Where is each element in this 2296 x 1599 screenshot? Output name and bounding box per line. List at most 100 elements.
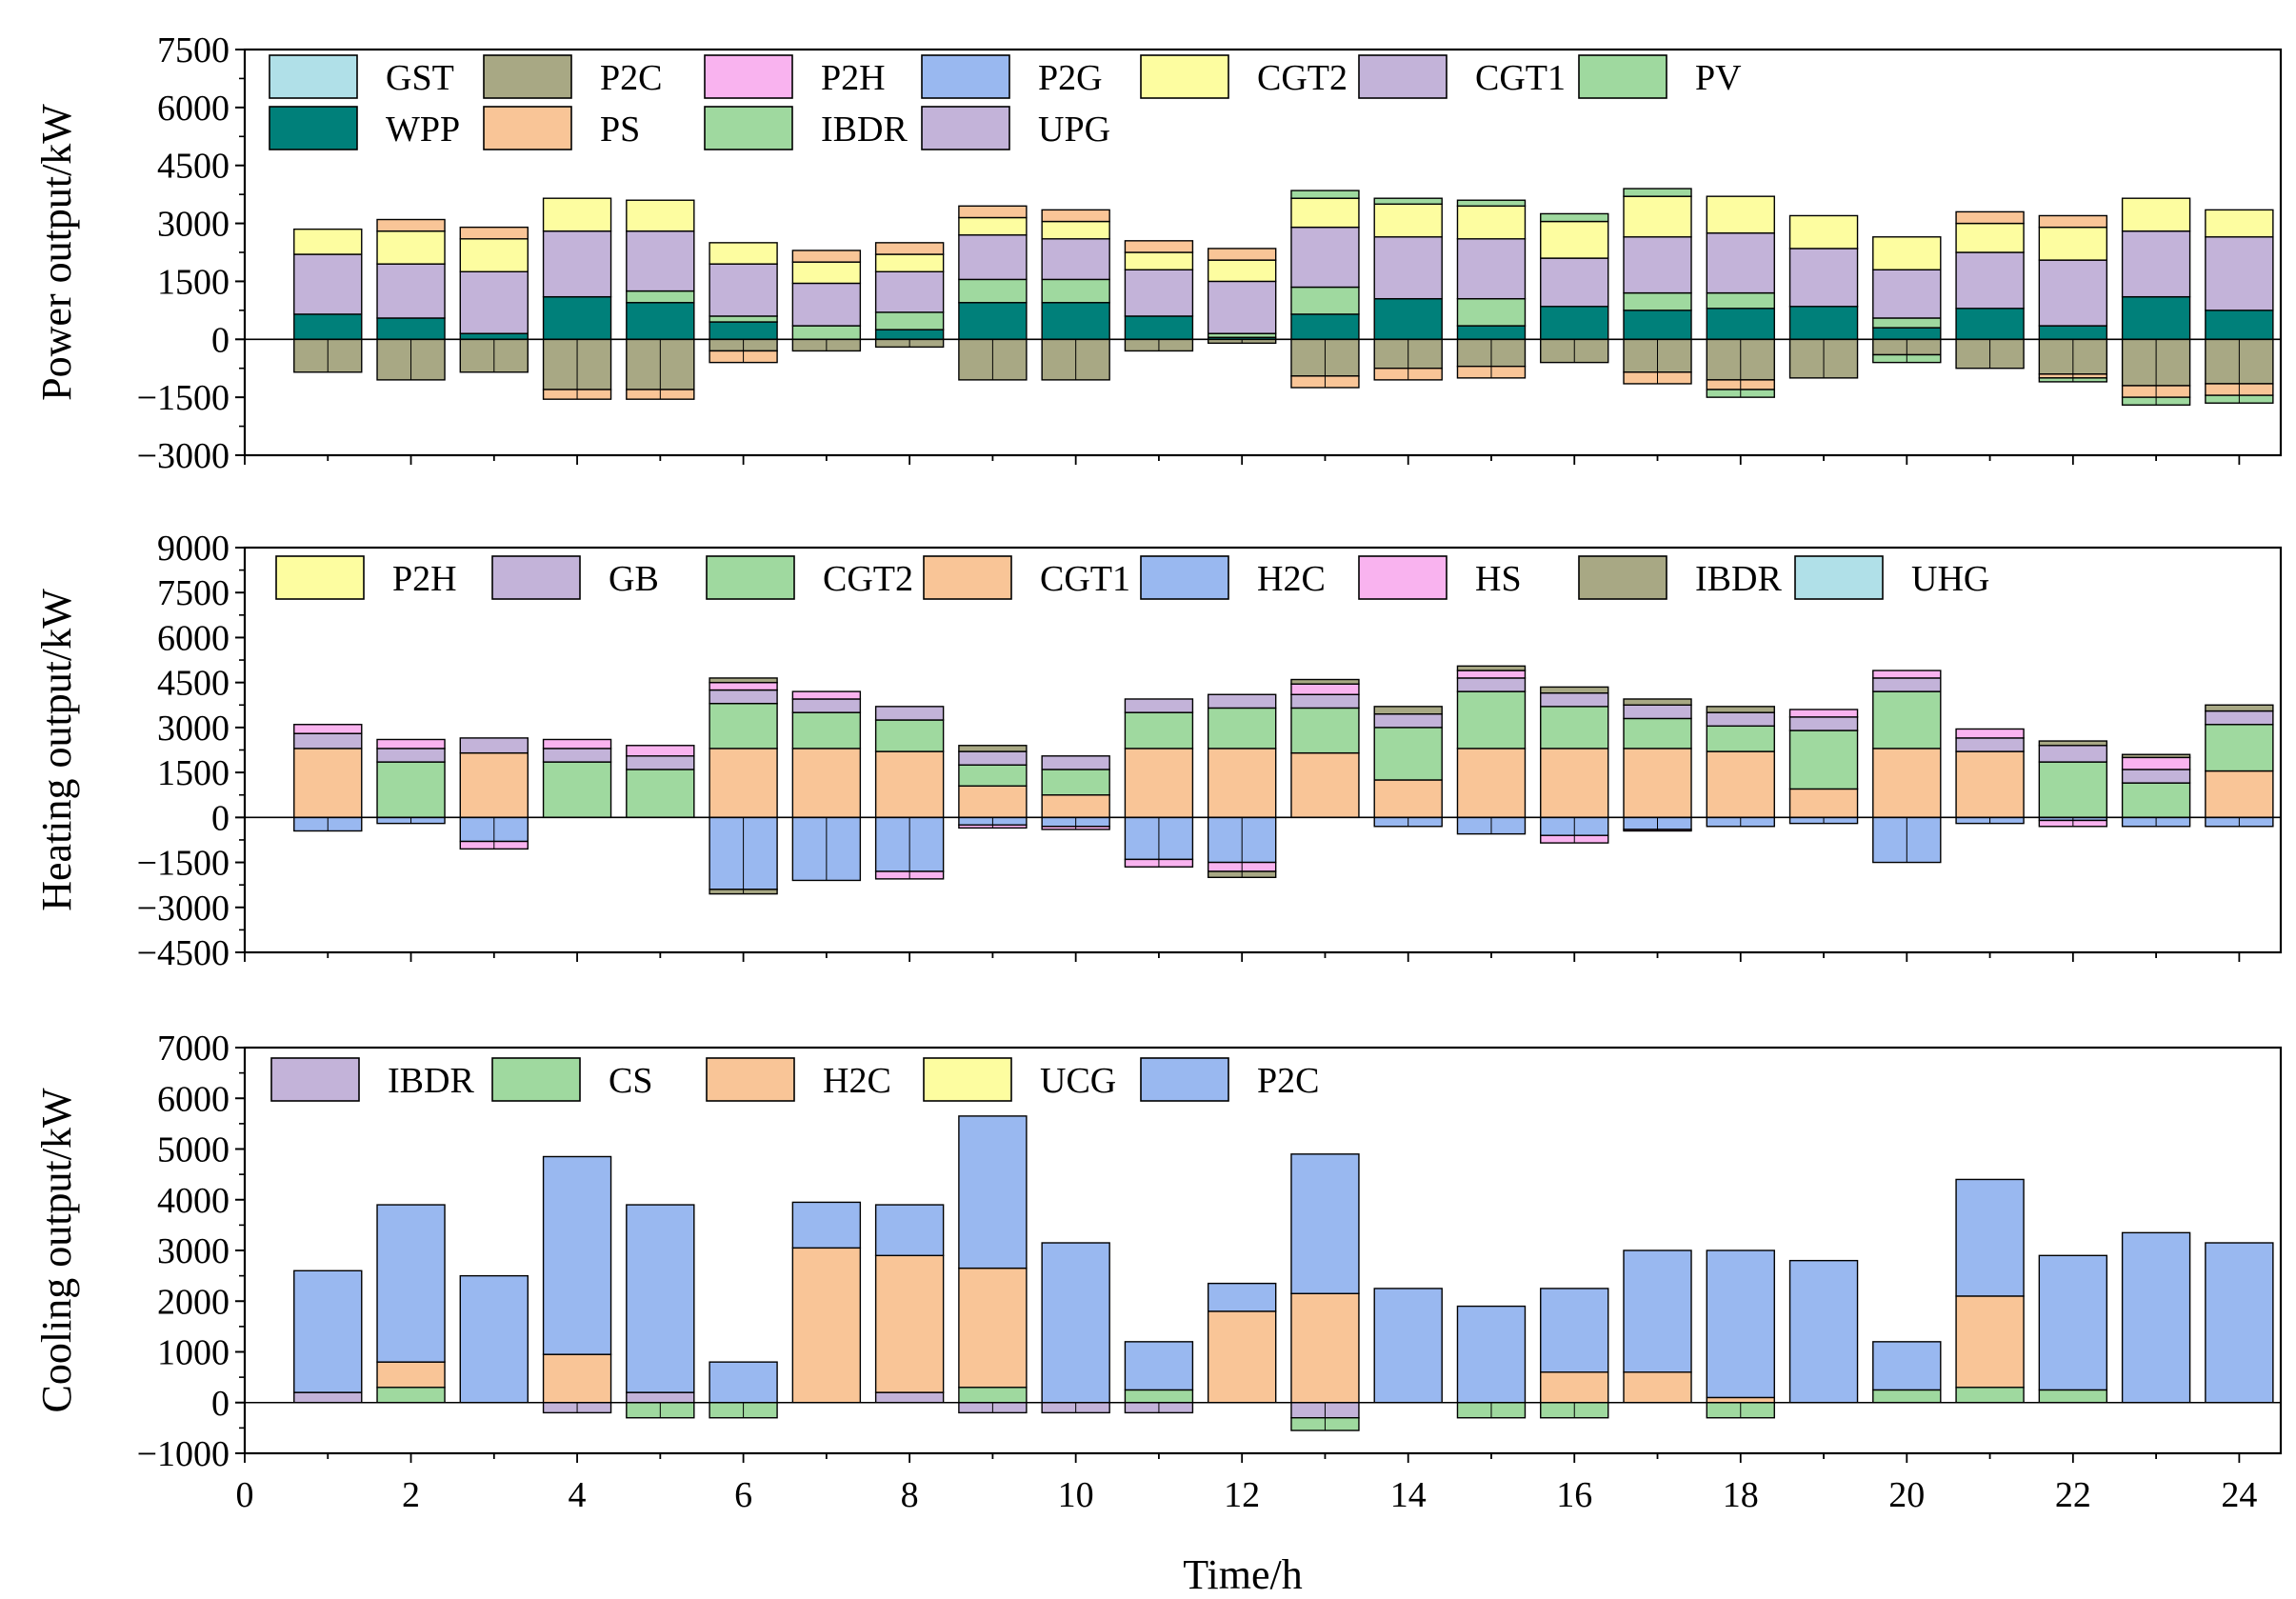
y-tick-label: 0 <box>211 1384 230 1424</box>
legend-label-p2c: P2C <box>600 58 662 98</box>
bar-segment-cgt2-t14 <box>1373 203 1443 238</box>
legend-label-cgt1: CGT1 <box>1040 559 1130 599</box>
bar-segment-upg-t17 <box>1623 236 1692 294</box>
x-tick-label: 12 <box>1224 1475 1260 1515</box>
bar-segment-cgt2-t17 <box>1623 195 1692 238</box>
y-tick-label: −1000 <box>137 1434 230 1474</box>
bar-segment-upg-t7 <box>791 282 862 327</box>
bar-segment-cgt2-t2 <box>376 230 446 265</box>
bar-segment-p2c-t12 <box>1207 1282 1277 1312</box>
bar-segment-cgt2-t13 <box>1290 197 1360 229</box>
bar-segment-cgt2-t16 <box>1540 706 1609 750</box>
bar-segment-p2c-t8 <box>874 1204 945 1257</box>
bar-segment-pv-t5 <box>626 290 695 304</box>
bar-segment-cgt2-t7 <box>791 711 862 750</box>
y-tick-label: −3000 <box>137 436 230 476</box>
bar-segment-ibdr-t24 <box>2205 704 2274 712</box>
bar-segment-h2c-t13 <box>1290 1292 1360 1404</box>
bar-segment-gb-t11 <box>1124 698 1194 713</box>
bar-segment-cgt1-t11 <box>1124 748 1194 819</box>
bar-segment-h2c-t12 <box>1207 1310 1277 1404</box>
bar-segment-cgt2-t5 <box>626 769 695 819</box>
x-axis <box>244 455 2241 465</box>
bar-segment-pv-t8 <box>874 311 945 330</box>
bar-segment-p2c-t9 <box>958 1115 1028 1269</box>
x-tick-label: 0 <box>236 1475 254 1515</box>
bar-segment-cgt1-t11 <box>1124 240 1194 253</box>
bar-segment-cgt1-t3 <box>459 751 529 819</box>
bar-segment-cgt2-t24 <box>2205 724 2274 772</box>
legend-swatch-gst <box>269 54 358 99</box>
x-tick-label: 16 <box>1556 1475 1592 1515</box>
heating-output-chart: −4500−3000−15000150030004500600075009000… <box>33 529 2283 973</box>
legend-label-cgt2: CGT2 <box>823 559 913 599</box>
bar-segment-wpp-t19 <box>1788 306 1859 340</box>
bar-segment-wpp-t16 <box>1540 306 1609 340</box>
bar-segment-p2c-t19 <box>1788 1259 1859 1404</box>
y-tick-label: 0 <box>211 798 230 838</box>
bars <box>293 665 2274 895</box>
bar-segment-hs-t5 <box>626 745 695 757</box>
bar-segment-cgt1-t8 <box>874 750 945 819</box>
bars <box>293 1115 2274 1431</box>
bar-segment-cgt2-t20 <box>1872 690 1942 750</box>
bar-segment-h2c-t16 <box>1540 1371 1609 1404</box>
bar-segment-upg-t19 <box>1788 248 1859 308</box>
bar-segment-ibdr-t18 <box>1706 706 1775 713</box>
bar-segment-h2c-t8 <box>874 1254 945 1393</box>
bar-segment-cgt1-t17 <box>1623 748 1692 819</box>
bar-segment-hs-t13 <box>1290 683 1360 695</box>
bar-segment-cgt1-t10 <box>1041 794 1110 819</box>
bar-segment-gb-t24 <box>2205 710 2274 726</box>
bar-segment-p2c-t14 <box>1373 1288 1443 1404</box>
bar-segment-ibdr-t17 <box>1623 188 1692 197</box>
x-tick-label: 10 <box>1058 1475 1094 1515</box>
bar-segment-cgt2-t19 <box>1788 214 1859 250</box>
bar-segment-gb-t9 <box>958 750 1028 766</box>
x-tick-label: 20 <box>1888 1475 1925 1515</box>
y-tick-label: 1000 <box>157 1333 230 1373</box>
bar-segment-cs-t2 <box>376 1387 446 1404</box>
legend-swatch-cgt2 <box>1140 54 1229 99</box>
bar-segment-h2c-t21 <box>1955 1295 2025 1389</box>
power-output-chart: −3000 −1500 0 1500 3000 4500 6000 7500 Power out… <box>33 30 2283 476</box>
bar-segment-cgt1-t13 <box>1290 751 1360 819</box>
bar-segment-gb-t12 <box>1207 693 1277 710</box>
legend-label-cs: CS <box>609 1061 652 1101</box>
bar-segment-wpp-t24 <box>2205 310 2274 340</box>
legend-label-gb: GB <box>609 559 659 599</box>
bar-segment-cgt2-t6 <box>709 703 778 750</box>
bar-segment-gb-t20 <box>1872 677 1942 692</box>
bar-segment-cgt1-t21 <box>1955 750 2025 819</box>
bar-segment-cgt1-t8 <box>874 242 945 255</box>
bar-segment-gb-t6 <box>709 689 778 705</box>
bar-segment-hs-t6 <box>709 681 778 691</box>
bar-segment-upg-t20 <box>1872 269 1942 319</box>
legend-swatch-ibdr <box>1578 555 1667 600</box>
bar-segment-cgt2-t1 <box>293 228 363 255</box>
bar-segment-hs-t21 <box>1955 728 2025 739</box>
y-tick-label: 1500 <box>157 753 230 793</box>
bar-segment-cgt2-t12 <box>1207 707 1277 750</box>
bar-segment-cgt2-t21 <box>1955 222 2025 253</box>
legend-label-h2c: H2C <box>823 1061 891 1101</box>
bar-segment-pv-t9 <box>958 278 1028 304</box>
bar-segment-gb-t1 <box>293 732 363 750</box>
bar-segment-gb-t13 <box>1290 693 1360 710</box>
bar-segment-cgt2-t22 <box>2038 761 2108 819</box>
bar-segment-gb-t18 <box>1706 711 1775 728</box>
y-tick-label: 0 <box>211 320 230 360</box>
bar-segment-p2c-t17 <box>1623 1249 1692 1373</box>
bar-segment-hs-t7 <box>791 690 862 700</box>
bar-segment-p2c-t15 <box>1456 1305 1527 1404</box>
legend-label-ibdr: IBDR <box>388 1061 474 1101</box>
legend: IBDR CS H2C UCG P2C <box>270 1057 1319 1102</box>
legend-swatch-gb <box>491 555 581 600</box>
y-tick-label: 9000 <box>157 529 230 569</box>
x-tick-label: 14 <box>1390 1475 1427 1515</box>
bar-segment-upg-t9 <box>958 234 1028 281</box>
bar-segment-p2c-t10 <box>1041 1242 1110 1404</box>
bar-segment-cgt2-t10 <box>1041 220 1110 240</box>
legend-swatch-p2g <box>921 54 1010 99</box>
bar-segment-p2c-t1 <box>293 1269 363 1393</box>
